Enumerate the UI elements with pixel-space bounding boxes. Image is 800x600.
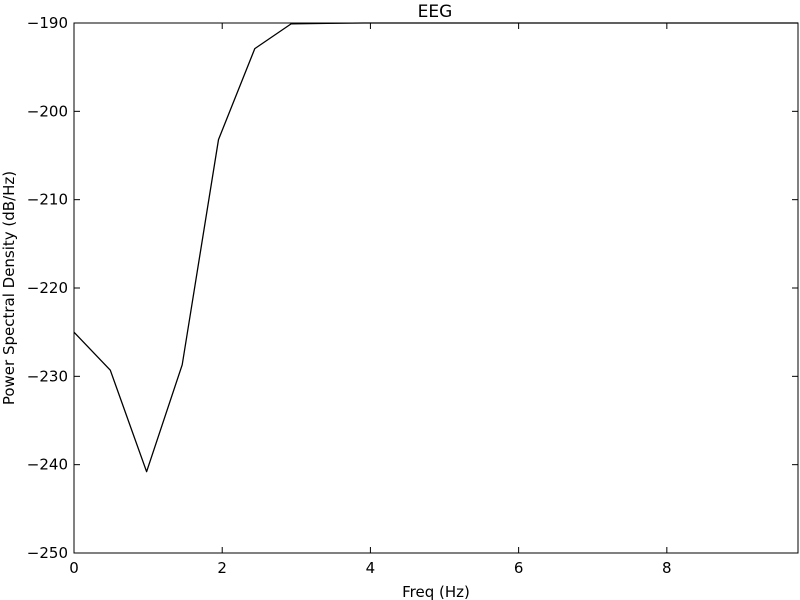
x-tick-label: 0 (69, 559, 79, 577)
x-axis-label: Freq (Hz) (402, 583, 470, 600)
y-tick-label: −250 (27, 544, 68, 562)
y-tick-label: −220 (27, 279, 68, 297)
series-group (73, 22, 798, 473)
y-tick-label: −210 (27, 191, 68, 209)
chart-title: EEG (418, 2, 453, 22)
y-tick-label: −240 (27, 456, 68, 474)
x-tick-label: 8 (662, 559, 672, 577)
y-tick-label: −200 (27, 102, 68, 120)
plot-frame (73, 22, 799, 554)
tick-group: 0 2 4 6 8 −190 −200 −210 −220 −230 −240 −250 (27, 14, 798, 577)
series-line (73, 22, 798, 473)
x-tick-label: 6 (514, 559, 524, 577)
y-axis-label: Power Spectral Density (dB/Hz) (0, 171, 18, 405)
x-tick-label: 2 (217, 559, 227, 577)
x-tick-label: 4 (366, 559, 376, 577)
y-tick-label: −230 (27, 367, 68, 385)
y-tick-label: −190 (27, 14, 68, 32)
